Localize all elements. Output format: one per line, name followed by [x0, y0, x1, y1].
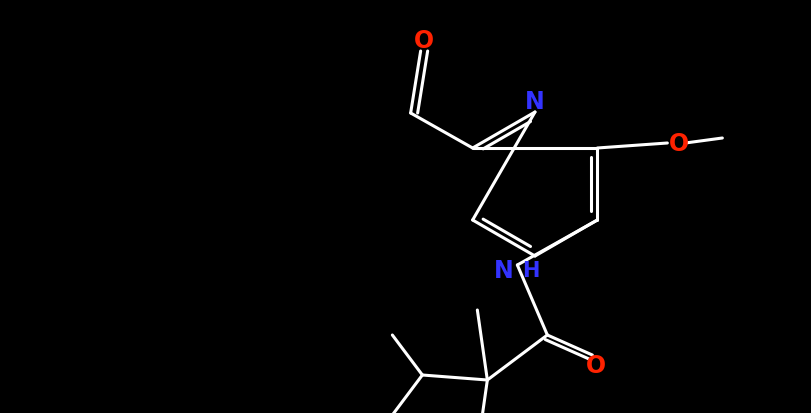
Text: N: N: [493, 259, 513, 282]
Text: O: O: [586, 353, 606, 377]
Text: O: O: [413, 29, 433, 53]
Text: H: H: [521, 260, 539, 280]
Text: N: N: [525, 90, 544, 114]
Text: O: O: [668, 132, 689, 156]
